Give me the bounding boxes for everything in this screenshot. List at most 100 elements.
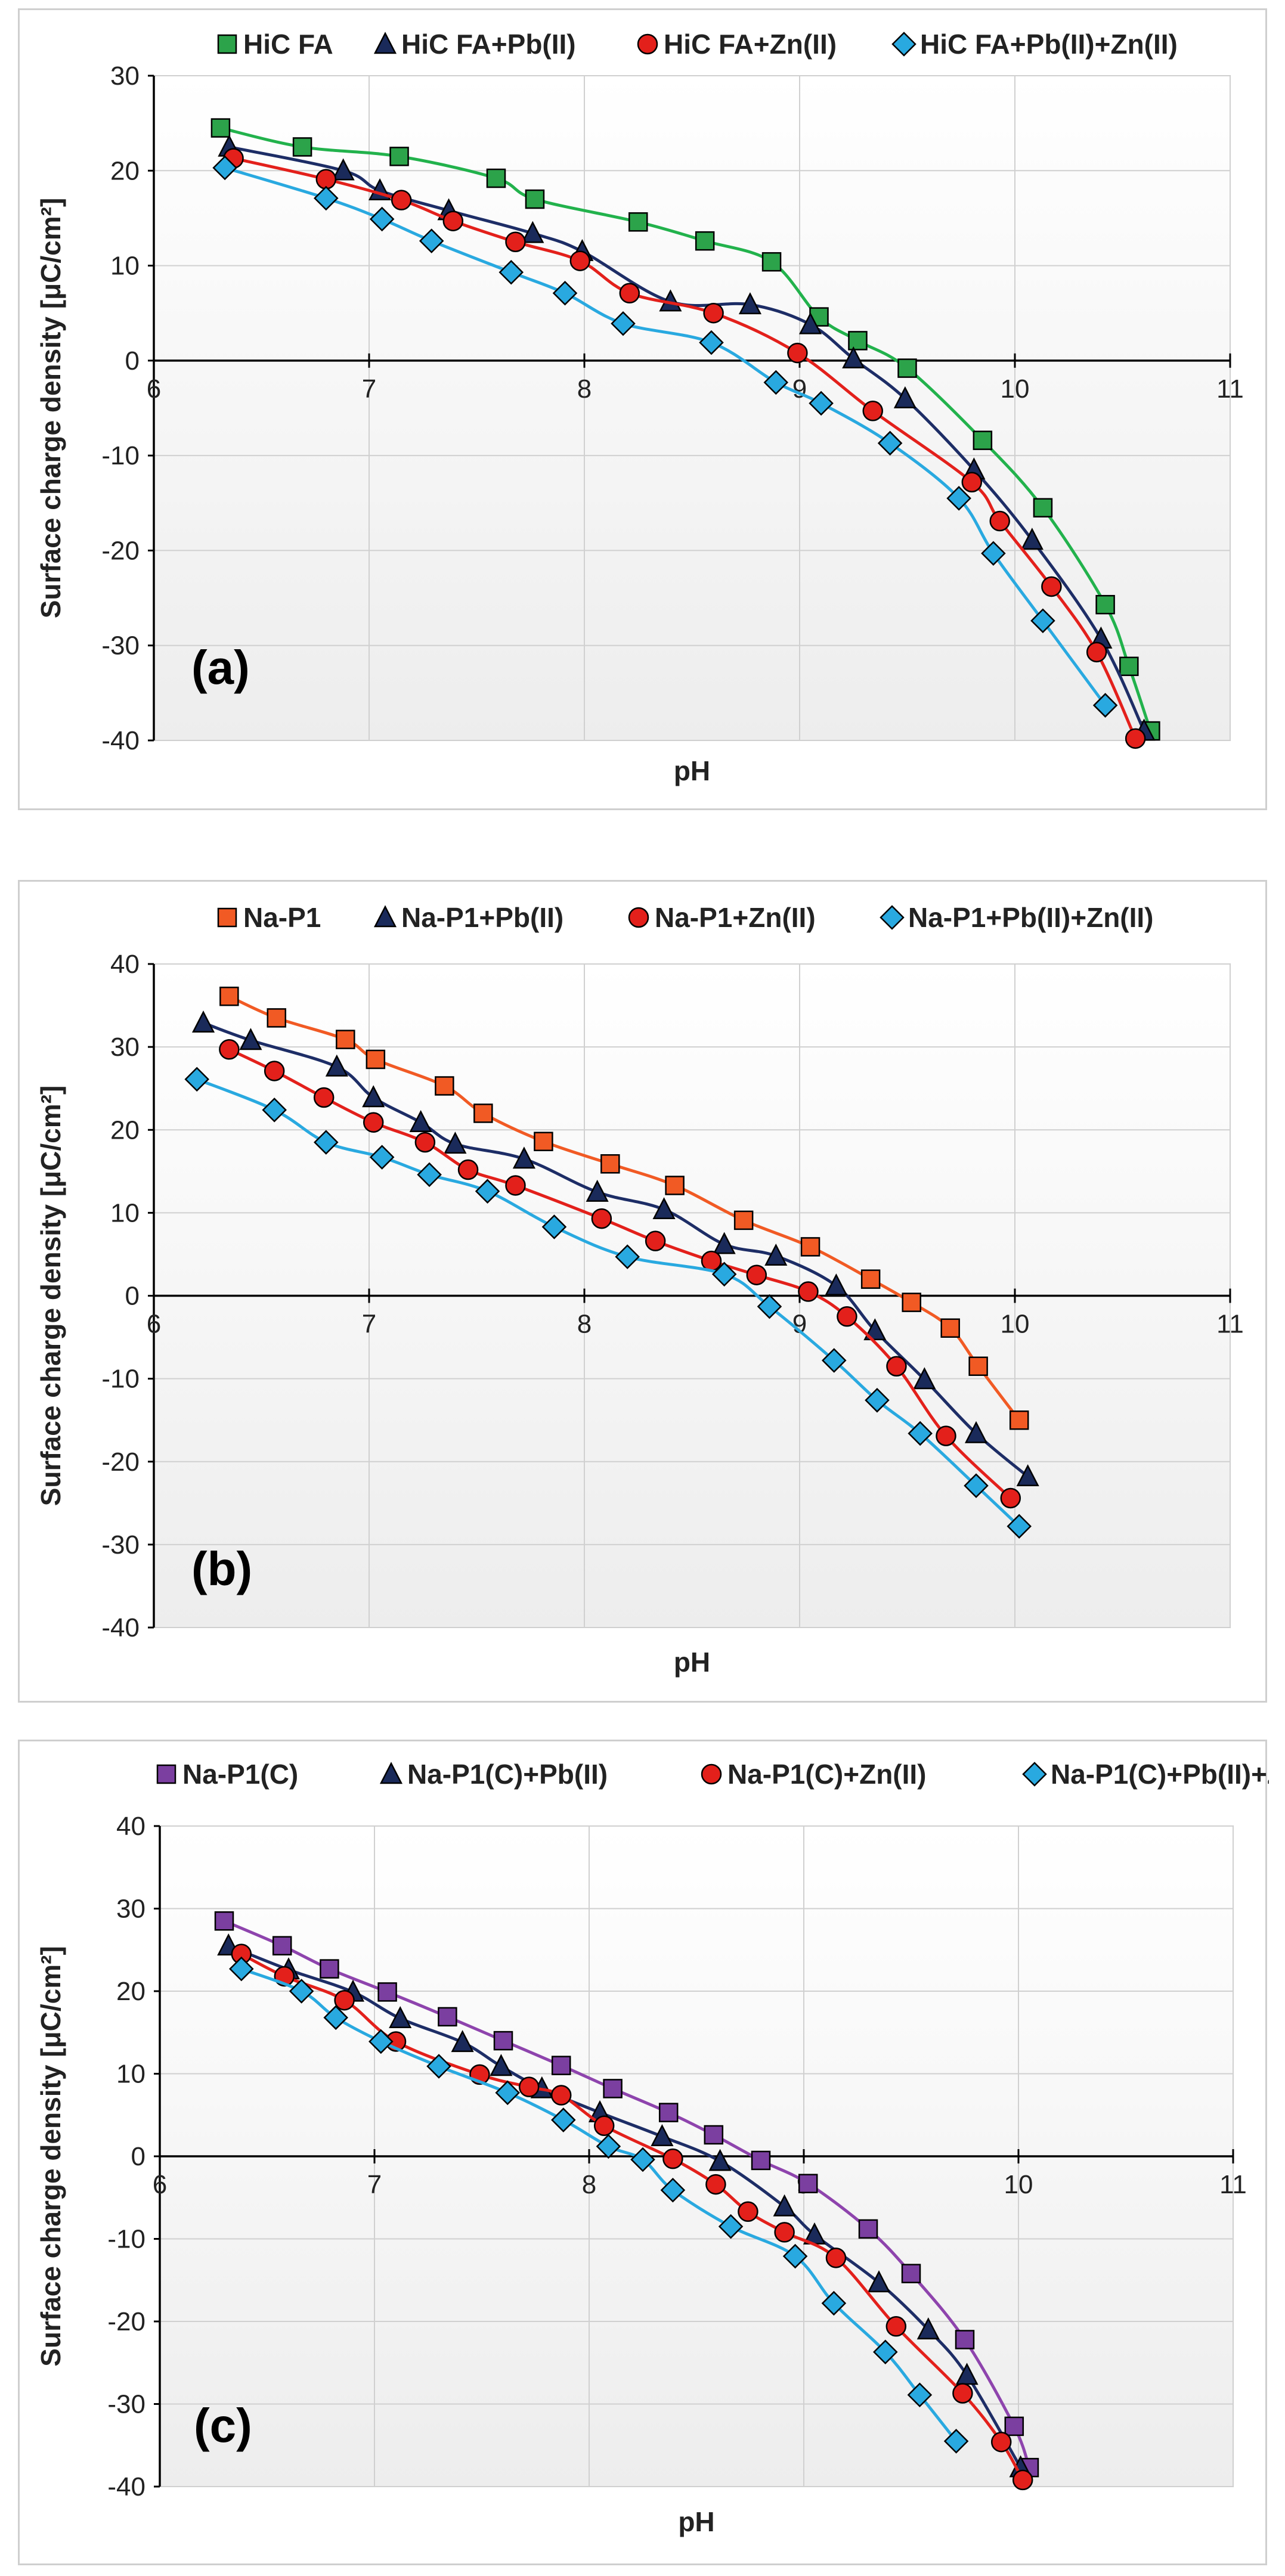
legend-marker <box>217 907 237 928</box>
legend-marker <box>637 33 658 55</box>
x-axis-title: pH <box>678 2506 714 2537</box>
series-diamond <box>184 1067 1032 1539</box>
data-point <box>660 2178 686 2203</box>
chart-panel-a: 6 7 8 9 10 11 -40 -30 -20 -10 0 10 20 30 HiC FA HiC FA+… <box>18 8 1267 810</box>
legend-label: Na-P1+Zn(II) <box>655 902 816 933</box>
data-point <box>738 292 762 315</box>
series-diamond <box>212 155 1118 718</box>
legend-entry: Na-P1(C)+Pb(II)+Zn(II) <box>1022 1759 1269 1790</box>
y-axis-title: Surface charge density [μC/cm²] <box>35 1946 66 2367</box>
data-point <box>490 2054 513 2076</box>
legend-label: Na-P1+Pb(II)+Zn(II) <box>908 902 1153 933</box>
data-point <box>1004 2416 1024 2436</box>
y-tick-label: 0 <box>131 2142 145 2171</box>
data-point <box>292 137 312 157</box>
data-point <box>961 472 983 492</box>
series-circle <box>231 1943 1033 2491</box>
panel-label: (b) <box>191 1542 252 1595</box>
data-point <box>320 1959 339 1979</box>
x-tick-label: 8 <box>577 1310 592 1339</box>
data-point <box>704 2125 724 2145</box>
data-point <box>809 390 834 416</box>
data-point <box>1000 1487 1021 1509</box>
legend-marker <box>379 1762 403 1784</box>
data-point <box>907 2382 933 2408</box>
data-point <box>865 1388 890 1413</box>
data-point <box>391 190 412 210</box>
data-point <box>362 1085 385 1108</box>
data-point <box>1125 728 1146 749</box>
data-point <box>908 1421 933 1446</box>
legend-entry: HiC FA <box>217 29 333 60</box>
data-point <box>323 2005 348 2031</box>
data-point <box>798 312 822 334</box>
data-point <box>334 1989 355 2011</box>
data-point <box>505 231 526 252</box>
data-point <box>498 259 524 285</box>
data-point <box>990 2431 1012 2453</box>
chart-panel-c: 67891011-40-30-20-10010203040Na-P1(C)Na-… <box>18 1740 1269 2565</box>
data-point <box>837 1306 857 1327</box>
data-point <box>591 1208 612 1229</box>
x-tick-label: 11 <box>1219 2170 1247 2199</box>
data-point <box>389 2005 412 2028</box>
data-point <box>586 1179 609 1202</box>
legend-entry: HiC FA+Zn(II) <box>637 29 837 60</box>
data-point <box>867 2270 891 2293</box>
data-point <box>272 1936 292 1956</box>
data-point <box>438 2007 457 2027</box>
data-point <box>512 1146 535 1169</box>
data-point <box>596 2134 621 2159</box>
data-point <box>886 1356 907 1377</box>
data-point <box>210 118 231 138</box>
data-point <box>314 185 339 211</box>
data-point <box>611 311 636 336</box>
x-tick-label: 11 <box>1216 374 1244 404</box>
x-tick-label: 6 <box>153 2170 167 2199</box>
data-point <box>746 1264 767 1285</box>
data-point <box>214 1911 234 1931</box>
data-point <box>457 1159 479 1180</box>
data-point <box>444 1132 467 1154</box>
data-point <box>936 1425 956 1446</box>
x-tick-label: 6 <box>147 374 161 404</box>
data-point <box>1007 1514 1032 1539</box>
data-point <box>229 1956 254 1982</box>
series-square <box>210 118 1160 741</box>
data-point <box>541 1214 567 1239</box>
data-point <box>435 1076 454 1096</box>
data-point <box>763 370 789 395</box>
panel-label: (a) <box>191 641 250 694</box>
data-point <box>858 2219 878 2239</box>
y-tick-label: -10 <box>107 2225 145 2254</box>
data-point <box>981 541 1006 566</box>
x-tick-label: 7 <box>367 2170 382 2199</box>
data-point <box>219 1039 240 1060</box>
data-point <box>426 2054 451 2079</box>
series-circle <box>219 1039 1021 1509</box>
data-point <box>952 2383 973 2404</box>
y-axis-title: Surface charge density [μC/cm²] <box>35 1086 66 1506</box>
data-point <box>289 1979 314 2004</box>
x-tick-label: 9 <box>792 374 807 404</box>
data-point <box>1016 1464 1039 1487</box>
data-point <box>757 1294 782 1319</box>
data-point <box>451 2030 474 2053</box>
y-tick-label: -20 <box>101 1447 140 1477</box>
data-point <box>363 1112 384 1133</box>
data-point <box>369 1145 395 1170</box>
data-point <box>551 2056 571 2075</box>
legend-entry: Na-P1(C)+Zn(II) <box>701 1759 927 1790</box>
legend-label: Na-P1 <box>243 902 321 933</box>
data-point <box>505 1175 526 1196</box>
data-point <box>1092 693 1118 718</box>
y-tick-label: -10 <box>101 1365 140 1394</box>
series-line <box>228 1944 1022 2469</box>
data-point <box>600 1154 620 1174</box>
data-point <box>662 2148 683 2169</box>
data-point <box>212 155 237 181</box>
data-point <box>798 1281 819 1302</box>
data-point <box>800 1237 820 1257</box>
data-point <box>701 1250 722 1272</box>
data-point <box>885 2316 907 2337</box>
